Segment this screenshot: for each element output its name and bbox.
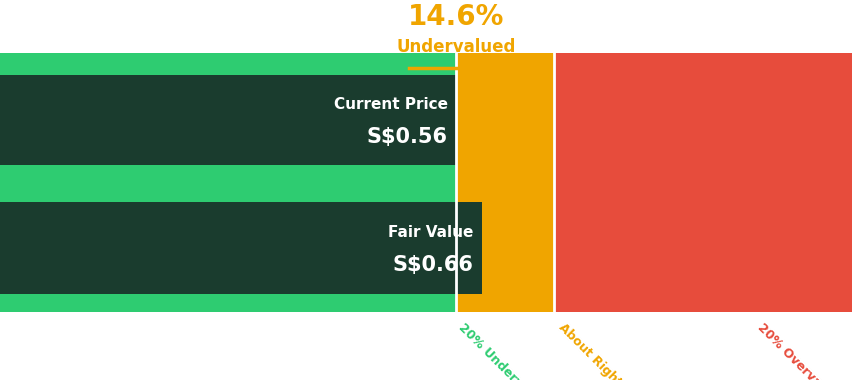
Text: S$0.66: S$0.66 [392,255,473,275]
Text: Current Price: Current Price [333,97,447,112]
Text: 20% Overvalued: 20% Overvalued [754,321,844,380]
Text: 20% Undervalued: 20% Undervalued [456,321,552,380]
Bar [0,75,456,165]
Text: Fair Value: Fair Value [388,225,473,240]
Text: About Right: About Right [556,321,624,380]
Text: 14.6%: 14.6% [408,3,504,31]
Text: S$0.56: S$0.56 [366,127,447,147]
Text: Undervalued: Undervalued [396,38,515,57]
Bar [0,53,456,312]
Bar [456,53,554,312]
Bar [554,53,852,312]
Bar [0,202,481,294]
